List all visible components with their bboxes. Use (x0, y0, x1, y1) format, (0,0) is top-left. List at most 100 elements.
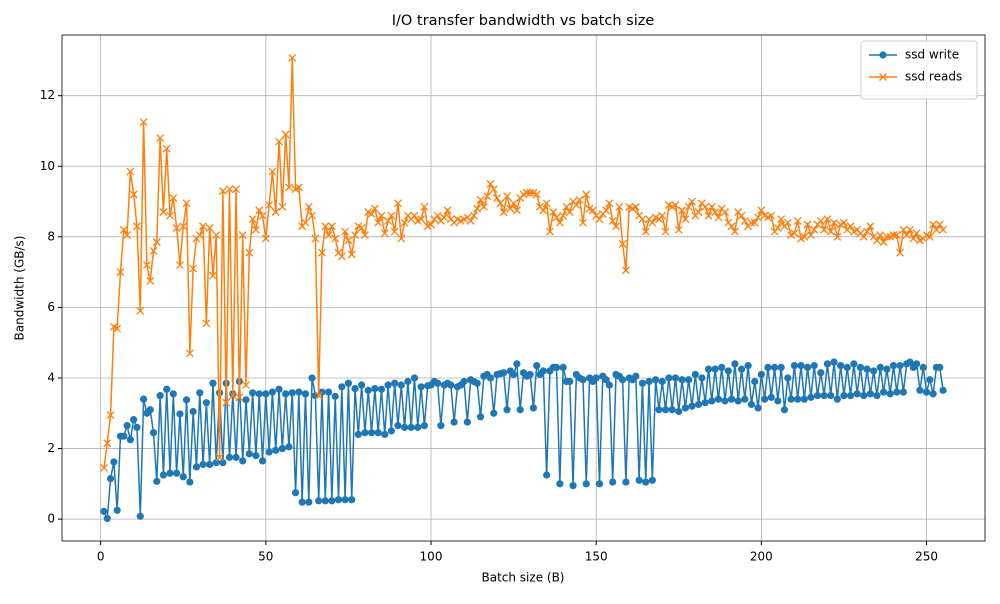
marker (367, 209, 376, 218)
marker (212, 459, 220, 467)
marker (632, 372, 640, 380)
marker (400, 218, 409, 227)
marker (199, 222, 208, 231)
marker (747, 218, 756, 227)
marker (876, 231, 885, 240)
marker (476, 195, 485, 204)
marker (767, 211, 776, 220)
marker (99, 463, 108, 472)
marker (397, 234, 406, 243)
marker (434, 379, 442, 387)
marker (889, 362, 898, 370)
marker (110, 458, 118, 466)
marker (126, 436, 134, 444)
marker (823, 360, 832, 368)
marker (328, 497, 336, 505)
marker (410, 211, 419, 220)
marker (404, 377, 412, 386)
marker (886, 390, 894, 398)
marker (232, 185, 241, 194)
marker (529, 404, 538, 412)
marker (533, 362, 541, 370)
marker (361, 429, 369, 437)
marker (490, 409, 498, 417)
marker (206, 460, 214, 469)
marker (804, 363, 812, 371)
marker (294, 183, 303, 192)
marker (608, 216, 617, 225)
marker (602, 376, 610, 384)
marker (704, 211, 713, 220)
marker (338, 383, 346, 391)
marker (261, 234, 270, 243)
marker (899, 388, 908, 396)
marker (684, 202, 693, 211)
marker (228, 391, 237, 400)
marker (351, 384, 359, 393)
marker (242, 381, 250, 389)
marker (751, 377, 759, 386)
marker (701, 202, 710, 211)
marker (870, 367, 878, 375)
marker (562, 202, 571, 211)
marker (787, 395, 795, 403)
marker (265, 448, 273, 456)
marker (929, 220, 938, 229)
legend: ssd write ssd reads (860, 40, 978, 100)
series (99, 53, 948, 472)
marker (199, 460, 207, 469)
marker (694, 208, 703, 217)
marker (631, 202, 640, 211)
marker (175, 261, 184, 270)
marker (106, 411, 115, 419)
marker (162, 144, 171, 153)
marker (238, 231, 247, 240)
marker (843, 363, 851, 371)
marker (737, 365, 746, 373)
marker (816, 216, 825, 225)
marker (212, 231, 221, 240)
marker (139, 118, 148, 127)
marker (179, 222, 188, 231)
marker (370, 204, 379, 213)
marker (939, 225, 948, 234)
marker (377, 385, 386, 393)
marker (691, 370, 699, 379)
marker (516, 406, 524, 414)
marker (549, 208, 558, 217)
marker (272, 446, 280, 454)
marker (331, 234, 340, 243)
marker (334, 496, 343, 504)
marker (909, 234, 918, 243)
marker (493, 194, 502, 202)
marker (806, 231, 815, 240)
marker (192, 463, 201, 471)
marker (935, 220, 944, 229)
marker (846, 392, 855, 400)
marker (555, 218, 564, 227)
marker (925, 232, 934, 241)
marker (830, 218, 838, 227)
marker (833, 232, 842, 241)
marker (704, 365, 713, 373)
marker (678, 206, 687, 215)
marker (569, 482, 577, 490)
marker (357, 224, 366, 232)
marker (876, 363, 884, 371)
marker (906, 225, 914, 234)
marker (658, 377, 666, 386)
marker (113, 324, 122, 333)
marker (133, 423, 141, 431)
marker (728, 395, 736, 403)
marker (374, 218, 383, 227)
marker (284, 183, 293, 192)
marker (612, 222, 620, 231)
marker (718, 363, 726, 371)
marker (262, 390, 270, 398)
marker (235, 393, 244, 402)
marker (707, 202, 716, 211)
marker (526, 188, 535, 197)
marker (711, 208, 720, 217)
marker (615, 202, 624, 211)
marker (225, 453, 234, 461)
